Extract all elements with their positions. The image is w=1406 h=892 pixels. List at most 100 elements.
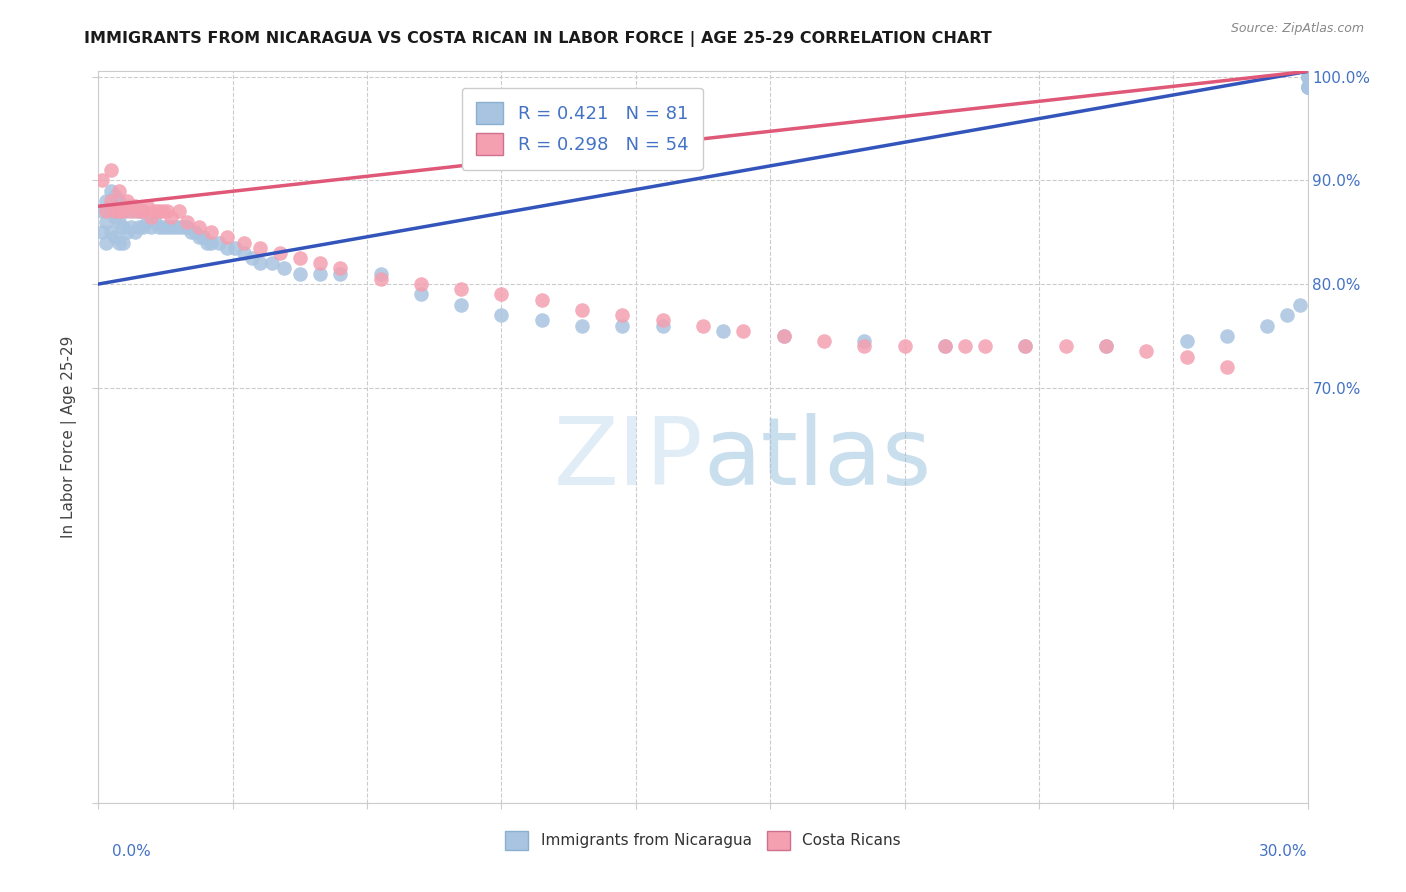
Point: [530, 313, 553, 327]
Point: [934, 339, 956, 353]
Point: [152, 204, 174, 219]
Point: [91, 204, 114, 219]
Point: [853, 334, 876, 348]
Point: [103, 210, 125, 224]
Point: [111, 219, 134, 234]
Point: [974, 339, 997, 353]
Point: [1288, 298, 1310, 312]
Point: [217, 241, 239, 255]
Point: [1277, 308, 1299, 322]
Point: [651, 318, 673, 333]
Point: [188, 230, 211, 244]
Point: [1296, 79, 1319, 94]
Point: [195, 235, 218, 250]
Point: [1054, 339, 1077, 353]
Point: [269, 246, 291, 260]
Point: [288, 267, 311, 281]
Point: [217, 230, 239, 244]
Point: [370, 267, 392, 281]
Point: [571, 303, 593, 318]
Point: [120, 219, 142, 234]
Point: [111, 204, 134, 219]
Text: atlas: atlas: [703, 413, 931, 505]
Point: [273, 261, 295, 276]
Point: [1014, 339, 1036, 353]
Point: [200, 235, 222, 250]
Point: [1014, 339, 1036, 353]
Point: [240, 251, 263, 265]
Text: Source: ZipAtlas.com: Source: ZipAtlas.com: [1230, 22, 1364, 36]
Point: [115, 204, 138, 219]
Point: [651, 313, 673, 327]
Point: [172, 219, 194, 234]
Point: [120, 204, 142, 219]
Point: [160, 210, 183, 224]
Point: [103, 189, 125, 203]
Point: [96, 235, 118, 250]
Point: [200, 225, 222, 239]
Text: 30.0%: 30.0%: [1260, 845, 1308, 859]
Point: [107, 235, 129, 250]
Point: [232, 246, 254, 260]
Point: [1135, 344, 1157, 359]
Point: [148, 219, 170, 234]
Point: [450, 282, 472, 296]
Point: [91, 173, 114, 187]
Point: [103, 204, 125, 219]
Point: [107, 204, 129, 219]
Point: [1296, 79, 1319, 94]
Point: [249, 256, 271, 270]
Point: [111, 235, 134, 250]
Point: [772, 329, 794, 343]
Point: [132, 204, 155, 219]
Point: [1296, 70, 1319, 84]
Point: [450, 298, 472, 312]
Point: [128, 204, 150, 219]
Point: [120, 199, 142, 213]
Point: [893, 339, 915, 353]
Text: 0.0%: 0.0%: [112, 845, 152, 859]
Point: [100, 194, 122, 208]
Point: [491, 287, 513, 301]
Point: [139, 219, 162, 234]
Point: [96, 215, 118, 229]
Point: [934, 339, 956, 353]
Point: [167, 219, 190, 234]
Point: [107, 194, 129, 208]
Point: [152, 219, 174, 234]
Point: [135, 199, 157, 213]
Point: [329, 261, 352, 276]
Point: [96, 204, 118, 219]
Point: [100, 162, 122, 177]
Point: [143, 204, 166, 219]
Point: [193, 230, 215, 244]
Point: [1095, 339, 1118, 353]
Point: [180, 225, 202, 239]
Legend: Immigrants from Nicaragua, Costa Ricans: Immigrants from Nicaragua, Costa Ricans: [498, 823, 908, 857]
Point: [111, 204, 134, 219]
Point: [1216, 329, 1239, 343]
Point: [107, 215, 129, 229]
Point: [115, 225, 138, 239]
Point: [571, 318, 593, 333]
Point: [491, 308, 513, 322]
Point: [188, 219, 211, 234]
Point: [139, 210, 162, 224]
Point: [853, 339, 876, 353]
Point: [135, 215, 157, 229]
Point: [103, 230, 125, 244]
Point: [309, 267, 332, 281]
Point: [612, 308, 634, 322]
Point: [953, 339, 976, 353]
Point: [409, 277, 432, 291]
Point: [176, 219, 198, 234]
Point: [370, 272, 392, 286]
Point: [107, 184, 129, 198]
Point: [128, 219, 150, 234]
Point: [91, 225, 114, 239]
Point: [329, 267, 352, 281]
Point: [167, 204, 190, 219]
Text: IMMIGRANTS FROM NICARAGUA VS COSTA RICAN IN LABOR FORCE | AGE 25-29 CORRELATION : IMMIGRANTS FROM NICARAGUA VS COSTA RICAN…: [84, 31, 993, 47]
Point: [156, 204, 179, 219]
Point: [100, 225, 122, 239]
